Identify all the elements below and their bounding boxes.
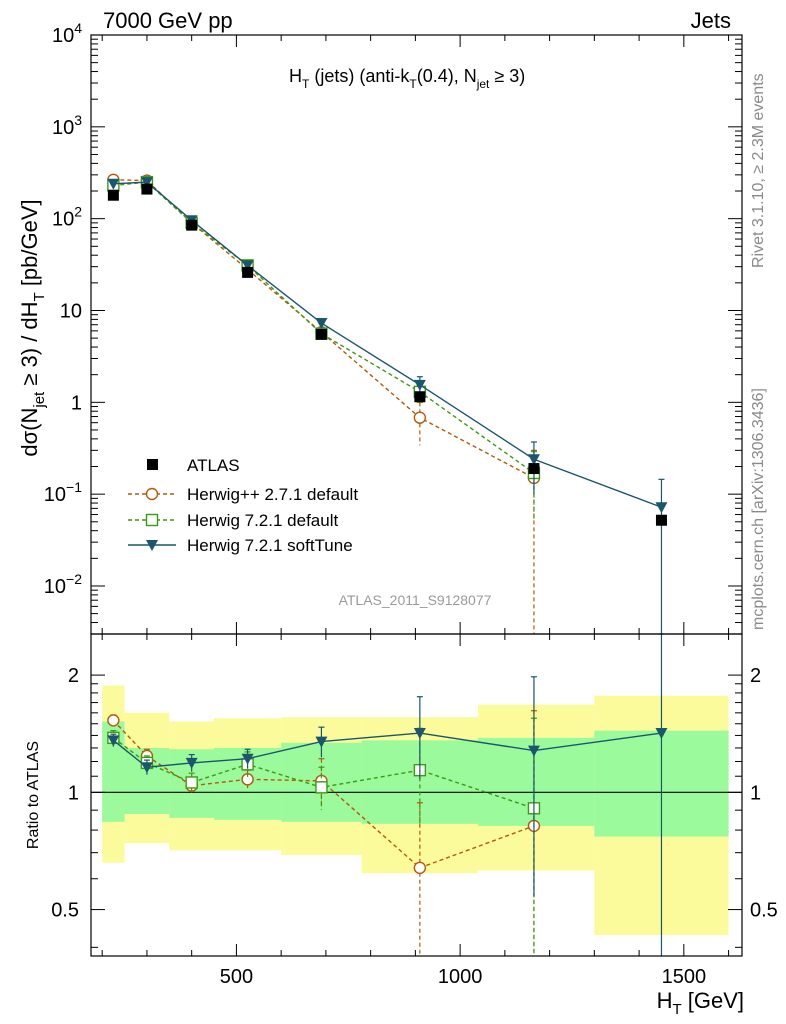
ratio-y-tick-label: 2 (68, 665, 79, 687)
legend: ATLAS Herwig++ 2.7.1 default Herwig 7.2.… (128, 456, 358, 555)
ratio-plot-area (91, 633, 742, 956)
main-point-herwig-7-2-1-softtune (107, 178, 120, 190)
x-tick-label: 1500 (662, 966, 707, 988)
main-point-atlas (528, 463, 540, 475)
ratio-point-herwig-7-2-1-softtune (107, 735, 120, 747)
main-title: HT (jets) (anti-kT(0.4), Njet ≥ 3) (289, 66, 525, 91)
ratio-point-herwig-7-2-1-softtune (241, 753, 254, 765)
main-point-herwig-7-2-1-softtune (655, 502, 668, 514)
legend-marker-herwigpp (145, 487, 159, 501)
main-point-atlas (186, 219, 198, 231)
ratio-y-tick-label-right: 2 (750, 665, 761, 687)
legend-entry-atlas: ATLAS (147, 456, 240, 475)
ratio-point-herwig-7-2-1-softtune (655, 728, 668, 740)
x-axis-label: HT [GeV] (657, 988, 744, 1018)
ratio-point-herwig-7-2-1-default (185, 776, 198, 789)
legend-marker-herwig7-softtune (146, 540, 158, 551)
main-point-atlas (655, 514, 667, 526)
legend-entry-herwig7-default: Herwig 7.2.1 default (128, 511, 338, 530)
header-left: 7000 GeV pp (103, 8, 233, 33)
ratio-y-tick-label-right: 1 (750, 782, 761, 804)
x-tick-label: 1000 (438, 966, 483, 988)
x-tick-label: 500 (220, 966, 253, 988)
ratio-point-herwig-7-2-1-softtune (140, 762, 153, 774)
ratio-line-herwig-7-2-1-softtune (112, 732, 662, 768)
main-point-herwig-7-2-1-softtune (527, 454, 540, 466)
main-point-atlas (315, 328, 327, 340)
ratio-y-tick-label: 0.5 (51, 900, 79, 922)
mcplots-label: mcplots.cern.ch [arXiv:1306.3436] (750, 388, 767, 630)
main-point-herwig-7-2-1-softtune (140, 177, 153, 189)
main-point-herwig-2-7-1-default (413, 411, 427, 424)
main-point-herwig-7-2-1-softtune (413, 379, 426, 391)
ratio-y-tick-label-right: 0.5 (750, 900, 778, 922)
main-point-herwig-7-2-1-softtune (315, 318, 328, 330)
rivet-label: Rivet 3.1.10, ≥ 2.3M events (750, 73, 767, 268)
ratio-y-tick-label: 1 (68, 782, 79, 804)
ratio-point-herwig-7-2-1-softtune (315, 736, 328, 748)
main-panel: 10−2 10−1 1 10 102 103 104 HT (jets) (anti-kT(… (17, 20, 743, 635)
legend-marker-herwig7-default (145, 513, 159, 527)
ratio-point-herwig-2-7-1-default (413, 861, 427, 875)
ratio-band-inner (102, 721, 125, 822)
legend-label-herwig7-default: Herwig 7.2.1 default (187, 511, 338, 530)
y-tick-label: 103 (52, 112, 82, 139)
main-plot-area (107, 173, 668, 634)
main-y-axis-label: dσ(Njet ≥ 3) / dHT [pb/GeV] (17, 199, 48, 456)
ratio-point-herwig-7-2-1-softtune (185, 757, 198, 769)
main-x-ticks (101, 35, 730, 634)
y-tick-label: 10−2 (44, 571, 82, 598)
legend-entry-herwigpp: Herwig++ 2.7.1 default (128, 485, 358, 504)
main-y-ticks: 10−2 10−1 1 10 102 103 104 (44, 20, 742, 635)
ratio-point-herwig-7-2-1-default (315, 781, 328, 794)
legend-marker-atlas (147, 459, 158, 470)
ratio-panel-frame (90, 633, 743, 957)
header-right: Jets (691, 8, 731, 33)
analysis-label: ATLAS_2011_S9128077 (339, 592, 492, 608)
y-tick-label: 104 (52, 20, 82, 47)
ratio-point-herwig-2-7-1-default (107, 714, 120, 727)
main-line-herwig-7-2-1-softtune (113, 181, 662, 508)
ratio-panel: 500 1000 1500 0.5 0.5 1 1 2 2 Ratio to ATLAS HT… (25, 633, 778, 1018)
ratio-point-herwig-7-2-1-softtune (413, 728, 426, 740)
ratio-y-ticks: 0.5 0.5 1 1 2 2 (51, 665, 778, 948)
main-point-atlas (414, 391, 426, 403)
legend-label-herwigpp: Herwig++ 2.7.1 default (187, 485, 358, 504)
legend-entry-herwig7-softtune: Herwig 7.2.1 softTune (128, 536, 353, 555)
ratio-point-herwig-7-2-1-softtune (527, 745, 540, 757)
ratio-y-axis-label: Ratio to ATLAS (25, 741, 42, 849)
y-tick-label: 10−1 (44, 479, 82, 506)
y-tick-label: 102 (52, 204, 82, 231)
legend-label-herwig7-softtune: Herwig 7.2.1 softTune (187, 536, 353, 555)
main-point-herwig-7-2-1-softtune (241, 260, 254, 272)
y-tick-label: 10 (60, 300, 82, 322)
y-tick-label: 1 (71, 392, 82, 414)
legend-label-atlas: ATLAS (187, 456, 240, 475)
ratio-x-ticks: 500 1000 1500 (101, 634, 730, 988)
main-point-atlas (141, 183, 153, 195)
main-point-atlas (242, 266, 254, 278)
main-point-atlas (107, 189, 119, 201)
